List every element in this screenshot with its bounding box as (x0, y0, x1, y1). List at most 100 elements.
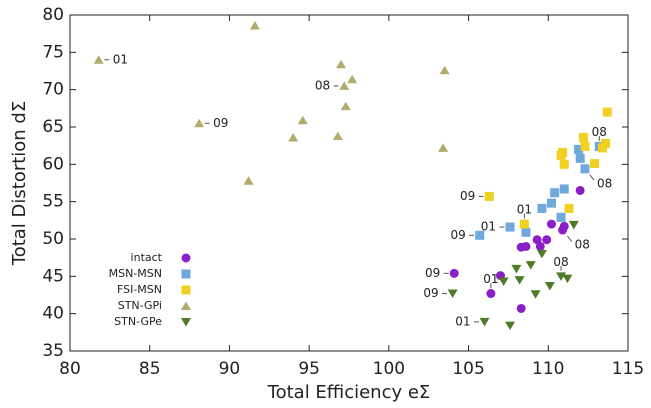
x-tick-label: 105 (452, 359, 484, 379)
annotation: 08 (592, 125, 607, 139)
point (449, 268, 459, 278)
point (505, 321, 516, 331)
x-tick-label: 100 (373, 359, 405, 379)
y-tick-label: 80 (42, 5, 64, 25)
point (438, 143, 449, 152)
point (525, 261, 536, 270)
point (536, 249, 547, 259)
point (288, 132, 299, 142)
point (580, 141, 590, 151)
annotation: 08 (315, 78, 330, 92)
point (542, 235, 552, 245)
point (498, 277, 509, 287)
legend-label: STN-GPi (118, 299, 162, 312)
point (439, 65, 450, 75)
point (181, 253, 191, 263)
point (568, 220, 579, 230)
point (562, 274, 573, 284)
y-tick-label: 75 (42, 42, 64, 62)
point (550, 188, 560, 198)
point (516, 303, 526, 313)
annotation: 08 (575, 238, 590, 252)
point (578, 132, 588, 142)
point (559, 221, 569, 231)
point (558, 147, 568, 157)
point (339, 81, 350, 90)
point (505, 222, 515, 232)
annotation-leader (567, 235, 573, 242)
y-tick-label: 40 (42, 304, 64, 324)
point (340, 101, 351, 111)
point (181, 285, 191, 295)
point (537, 203, 547, 213)
point (559, 184, 569, 194)
point (546, 198, 556, 208)
point (243, 176, 254, 185)
x-tick-label: 95 (298, 359, 320, 379)
point (475, 230, 485, 240)
point (181, 318, 191, 327)
legend-label: intact (131, 251, 163, 264)
point (479, 317, 490, 327)
x-tick-label: 85 (139, 359, 161, 379)
annotation: 01 (113, 52, 128, 66)
x-tick-label: 110 (532, 359, 564, 379)
point (519, 219, 529, 229)
point (535, 241, 545, 251)
point (530, 290, 541, 299)
point (575, 185, 585, 195)
point (602, 107, 612, 117)
y-tick-label: 50 (42, 229, 64, 249)
point (556, 272, 567, 281)
point (556, 212, 566, 222)
point (297, 115, 308, 125)
point (601, 138, 611, 148)
annotation: 01 (455, 314, 470, 328)
annotation: 08 (597, 176, 612, 190)
point (249, 20, 260, 30)
point (521, 227, 531, 237)
point (347, 74, 358, 84)
point (194, 118, 205, 128)
point (580, 164, 590, 174)
point (575, 153, 585, 163)
annotation: 09 (425, 266, 440, 280)
annotation: 08 (553, 255, 568, 269)
point (590, 159, 600, 169)
annotation: 09 (423, 286, 438, 300)
point (484, 191, 494, 201)
plot-frame (69, 14, 629, 352)
point (559, 159, 569, 169)
annotation: 09 (450, 228, 465, 242)
annotation: 09 (460, 189, 475, 203)
y-tick-label: 55 (42, 192, 64, 212)
point (521, 241, 531, 251)
y-tick-label: 65 (42, 117, 64, 137)
point (486, 289, 496, 299)
x-tick-label: 80 (59, 359, 81, 379)
point (574, 144, 584, 154)
point (546, 219, 556, 229)
annotation: 01 (517, 203, 532, 217)
point (514, 276, 525, 285)
point (332, 131, 343, 140)
point (181, 301, 191, 310)
point (511, 264, 522, 274)
annotation: 01 (481, 220, 496, 234)
legend-label: FSI-MSN (117, 283, 162, 296)
y-tick-label: 35 (42, 341, 64, 361)
point (181, 269, 191, 279)
x-tick-label: 115 (612, 359, 644, 379)
annotation: 09 (213, 116, 228, 130)
point (544, 282, 555, 291)
point (447, 289, 458, 299)
y-tick-label: 45 (42, 266, 64, 286)
y-tick-label: 70 (42, 80, 64, 100)
y-axis-label: Total Distortion dΣ (9, 101, 30, 266)
y-tick-label: 60 (42, 154, 64, 174)
point (336, 59, 347, 69)
annotation: 01 (483, 272, 498, 286)
point (93, 55, 104, 64)
annotation-leader (589, 174, 595, 181)
